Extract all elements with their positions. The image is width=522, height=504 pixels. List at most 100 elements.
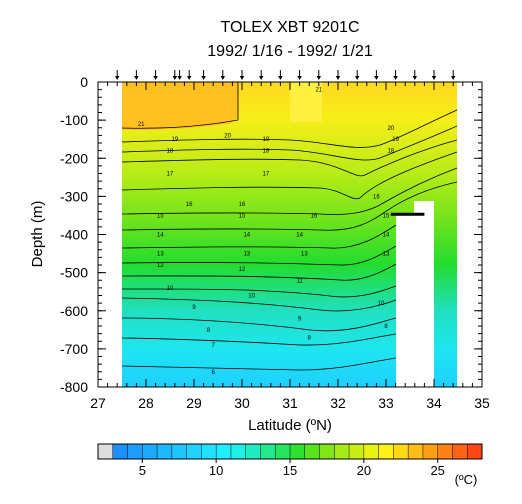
- contour-label: 9: [192, 305, 196, 311]
- colorbar-bin: [230, 444, 246, 459]
- colorbar-bin: [157, 444, 172, 459]
- colorbar-bin: [334, 444, 350, 459]
- y-tick-label: -300: [60, 188, 88, 204]
- x-tick-label: 29: [186, 395, 202, 411]
- station-marker-arrow: [374, 76, 379, 80]
- isotherm-line: [121, 167, 458, 215]
- colorbar-bin: [378, 444, 394, 459]
- colorbar-bin: [422, 444, 438, 459]
- contour-label: 13: [301, 252, 308, 258]
- contour-label: 19: [392, 137, 399, 143]
- station-marker-arrow: [153, 76, 158, 80]
- colorbar-tick-label: 25: [430, 463, 444, 478]
- colorbar-bin: [452, 444, 468, 459]
- warm-lens-region: [290, 82, 322, 122]
- contour-label: 20: [224, 133, 231, 139]
- contour-label: 12: [157, 263, 164, 269]
- colorbar: 5 10 15 20 25: [97, 443, 483, 478]
- contour-label: 12: [239, 267, 246, 273]
- colorbar-bin: [408, 444, 423, 459]
- contour-label: 18: [263, 149, 270, 155]
- colorbar-bin: [201, 444, 217, 459]
- station-marker-arrow: [335, 76, 341, 80]
- contour-label: 17: [167, 172, 174, 178]
- station-marker-arrow: [239, 76, 245, 80]
- station-marker-arrow: [134, 76, 139, 80]
- plot-area: [122, 82, 482, 387]
- isotherm-line: [121, 125, 458, 161]
- station-marker-arrow: [172, 76, 177, 80]
- colorbar-bin: [260, 444, 276, 459]
- station-markers: [115, 70, 456, 80]
- colorbar-bin: [127, 444, 143, 459]
- warm-core-region: [122, 82, 238, 130]
- contour-label: 10: [378, 301, 385, 307]
- isotherm-line: [121, 139, 458, 177]
- contour-label: 16: [311, 213, 318, 219]
- contour-label: 14: [383, 233, 390, 239]
- contour-label: 15: [383, 213, 390, 219]
- x-tick-label: 31: [282, 395, 298, 411]
- colorbar-bin: [363, 444, 379, 459]
- x-tick-label: 27: [90, 395, 106, 411]
- chart-subtitle: 1992/ 1/16 - 1992/ 1/21: [207, 43, 373, 60]
- contour-label: 6: [212, 370, 216, 376]
- masked-region: [396, 215, 434, 387]
- isotherm-line: [121, 224, 397, 249]
- contour-label: 14: [243, 233, 250, 239]
- colorbar-bin: [349, 444, 364, 459]
- contour-label: 10: [167, 286, 174, 292]
- contour-label: 16: [186, 202, 193, 208]
- contour-label: 21: [315, 88, 322, 94]
- contour-label: 18: [167, 149, 174, 155]
- station-marker-arrow: [187, 76, 192, 80]
- axis-ticks: 27 28 29 30 31 32 33 34 35 0 -100 -200 -300 -400 -500 -…: [60, 74, 490, 411]
- contour-label: 19: [263, 137, 270, 143]
- station-marker-arrow: [220, 76, 225, 80]
- contour-label: 8: [308, 335, 312, 341]
- contour-label: 20: [387, 126, 394, 132]
- y-tick-label: -100: [60, 112, 88, 128]
- contour-label: 9: [298, 316, 302, 322]
- contour-label: 16: [373, 194, 380, 200]
- chart-title: TOLEX XBT 9201C: [220, 19, 359, 36]
- isotherm-line: [121, 263, 397, 281]
- contour-label: 16: [239, 202, 246, 208]
- colorbar-bin: [142, 444, 158, 459]
- contour-label: 8: [384, 324, 388, 330]
- station-marker-arrow: [259, 76, 264, 80]
- contour-label: 15: [157, 213, 164, 219]
- colorbar-bin: [112, 444, 128, 459]
- contour-label: 14: [157, 233, 164, 239]
- isotherm-line: [121, 317, 397, 332]
- isotherm-line: [121, 333, 397, 346]
- isotherm-lines: [121, 82, 458, 371]
- station-marker-arrow: [297, 76, 302, 80]
- x-tick-label: 28: [138, 395, 154, 411]
- contour-label: 14: [296, 233, 303, 239]
- colorbar-bin: [304, 444, 320, 459]
- x-tick-label: 35: [474, 395, 490, 411]
- colorbar-bin: [319, 444, 335, 459]
- y-axis-label: Depth (m): [29, 201, 46, 268]
- station-marker-arrow: [316, 76, 321, 80]
- contour-label: 17: [263, 172, 270, 178]
- station-marker-arrow: [431, 76, 437, 80]
- colorbar-bin: [393, 444, 409, 459]
- contour-label: 19: [171, 137, 178, 143]
- station-marker-arrow: [278, 76, 283, 80]
- colorbar-unit: (ºC): [455, 472, 478, 487]
- station-marker-arrow: [355, 76, 360, 80]
- y-tick-label: -500: [60, 265, 88, 281]
- contour-label: 8: [207, 328, 211, 334]
- contour-label: 15: [239, 213, 246, 219]
- colorbar-bin: [171, 444, 187, 459]
- colorbar-bin: [216, 444, 231, 459]
- colorbar-tick-label: 10: [209, 463, 223, 478]
- isotherm-line: [121, 82, 239, 129]
- colorbar-tick-label: 5: [139, 463, 146, 478]
- y-tick-label: -400: [60, 227, 88, 243]
- contour-label: 13: [157, 252, 164, 258]
- y-tick-label: -800: [60, 379, 88, 395]
